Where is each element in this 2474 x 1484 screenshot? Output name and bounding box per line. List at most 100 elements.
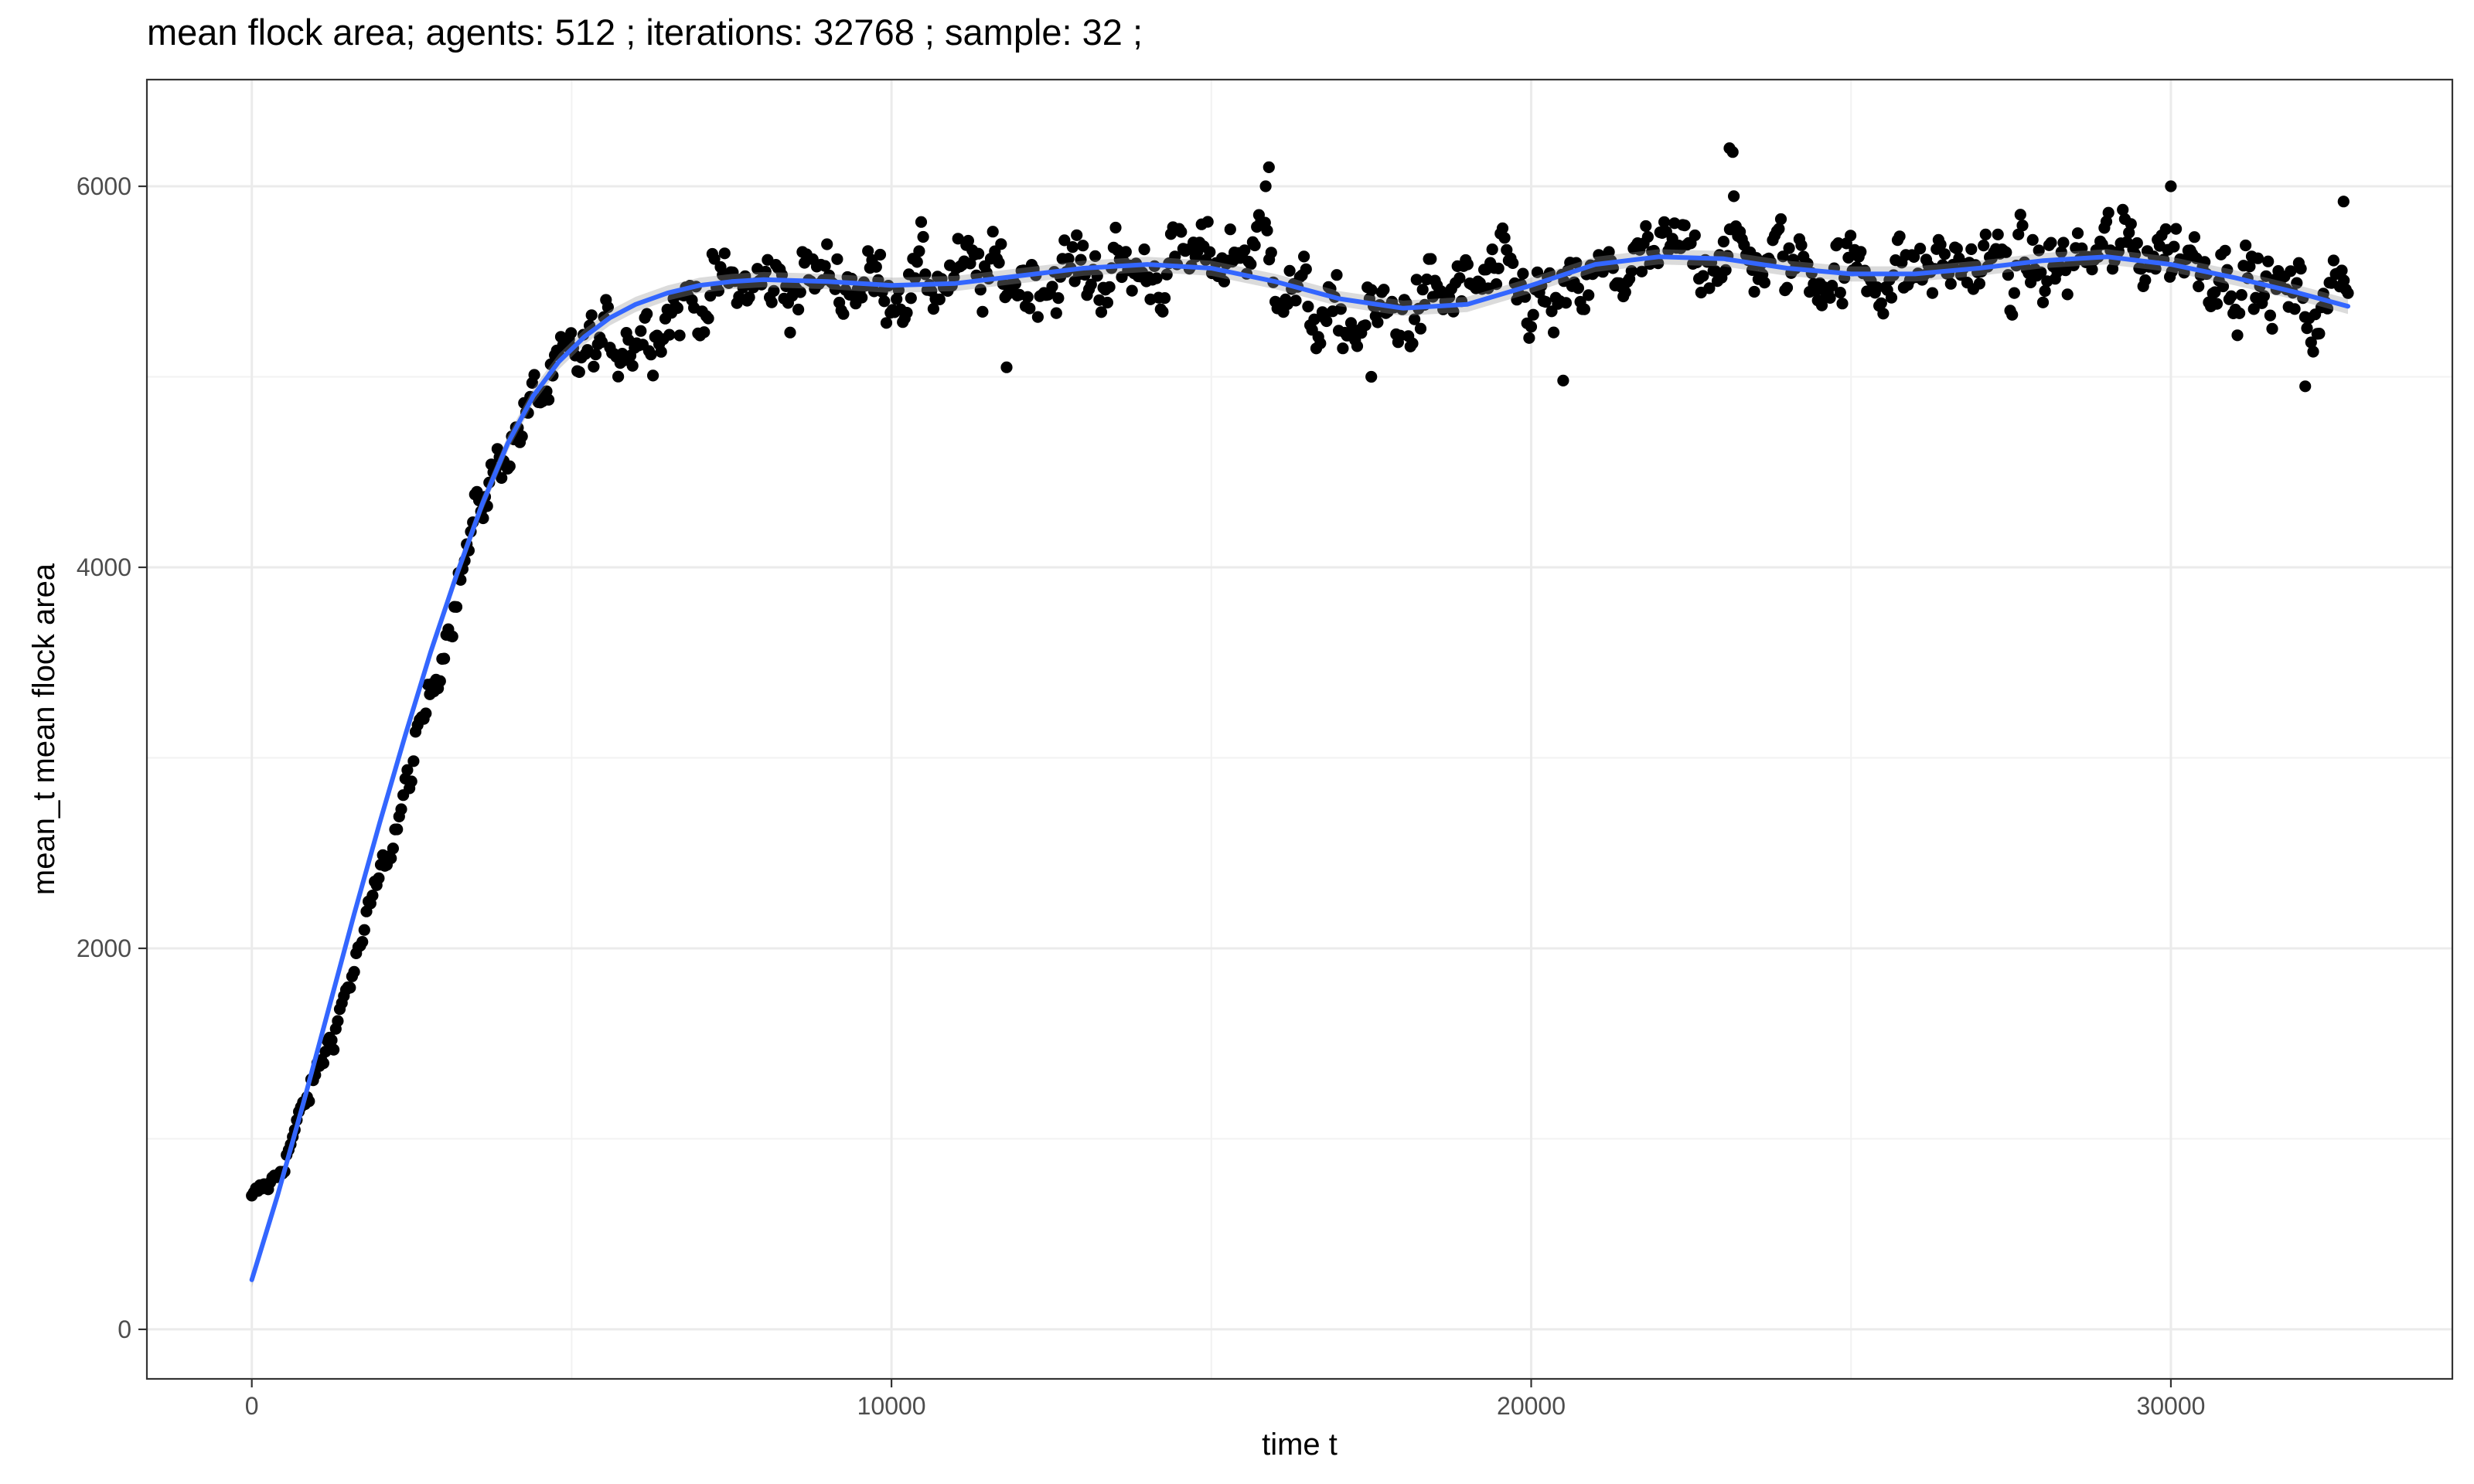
data-point [2321, 302, 2334, 315]
data-point [1075, 254, 1087, 266]
data-point [1875, 297, 1887, 309]
data-point [328, 1043, 340, 1056]
data-point [1204, 246, 1216, 258]
data-point [2262, 255, 2275, 267]
data-point [1062, 253, 1075, 265]
data-point [905, 292, 917, 305]
data-point [2061, 288, 2074, 301]
x-tick-label: 30000 [2136, 1392, 2205, 1420]
data-point [1058, 234, 1071, 247]
panel-border [145, 78, 2454, 1380]
data-point [1337, 342, 1349, 355]
data-point [1490, 278, 1503, 291]
data-point [2096, 238, 2108, 250]
data-point [1290, 294, 1302, 307]
data-point [1801, 257, 1814, 270]
data-point [1635, 265, 1648, 277]
data-point [819, 260, 831, 272]
data-point [2244, 260, 2256, 273]
data-point [784, 326, 796, 339]
data-point [1519, 291, 1532, 303]
data-point [1992, 228, 2004, 240]
data-point [1855, 246, 1867, 258]
data-point [993, 257, 1005, 269]
data-point [1979, 228, 1992, 240]
data-point [2234, 307, 2246, 319]
data-point [1416, 284, 1429, 296]
data-point [395, 803, 407, 815]
data-point [1201, 216, 1214, 228]
data-point [1717, 236, 1729, 248]
data-point [1052, 292, 1065, 305]
data-point [2147, 250, 2159, 263]
data-point [2012, 228, 2025, 240]
data-point [663, 328, 676, 341]
data-point [880, 317, 893, 329]
data-point [1425, 253, 1437, 265]
data-point [588, 360, 600, 373]
data-point [792, 303, 805, 316]
y-axis-title: mean_t mean flock area [27, 563, 61, 895]
data-point [2002, 269, 2014, 281]
data-point [601, 301, 615, 314]
data-point [407, 755, 420, 768]
data-point [2327, 254, 2339, 267]
data-point [870, 260, 882, 273]
data-point [973, 247, 985, 260]
data-point [503, 460, 516, 472]
data-point [1826, 280, 1838, 292]
data-point [1283, 264, 1296, 277]
data-point [2264, 309, 2276, 322]
data-point [1938, 248, 1951, 260]
data-point [1965, 243, 1978, 255]
data-point [373, 872, 385, 884]
data-point [438, 652, 451, 665]
data-point [1697, 270, 1709, 282]
data-point [434, 675, 446, 687]
data-point [1406, 337, 1419, 349]
data-point [2258, 290, 2270, 302]
data-point [829, 283, 841, 295]
data-point [702, 312, 714, 325]
data-point [927, 303, 939, 315]
data-point [1372, 316, 1384, 328]
data-point [1658, 216, 1671, 228]
data-point [974, 284, 987, 296]
data-point [1498, 232, 1511, 244]
data-point [2039, 284, 2051, 298]
data-point [1832, 237, 1845, 250]
data-point [2016, 220, 2029, 232]
data-point [1009, 277, 1021, 290]
data-point [1263, 161, 1275, 173]
data-point [1175, 226, 1188, 238]
data-point [2342, 287, 2354, 299]
data-point [2217, 280, 2230, 293]
data-point [1507, 257, 1519, 269]
data-point [1625, 265, 1637, 277]
data-point [1085, 278, 1097, 291]
data-point [2045, 237, 2057, 249]
data-point [1523, 332, 1535, 344]
data-point [909, 272, 922, 284]
data-point [1583, 289, 1595, 301]
data-point [1378, 284, 1390, 296]
data-point [2307, 345, 2319, 358]
y-tick-label: 6000 [77, 172, 131, 200]
data-point [1728, 190, 1740, 203]
data-point [1893, 230, 1906, 243]
data-point [2285, 265, 2297, 277]
data-point [1486, 243, 1498, 256]
data-point [1641, 230, 1654, 243]
data-point [911, 256, 923, 268]
data-point [1138, 243, 1150, 256]
data-point [446, 630, 458, 643]
data-point [1021, 291, 1034, 303]
data-point [768, 284, 780, 297]
data-point [727, 266, 739, 278]
data-point [2291, 277, 2303, 289]
data-point [2305, 336, 2317, 349]
data-point [673, 329, 686, 342]
data-point [2247, 303, 2260, 315]
data-point [1302, 301, 1314, 313]
data-point [775, 269, 789, 281]
